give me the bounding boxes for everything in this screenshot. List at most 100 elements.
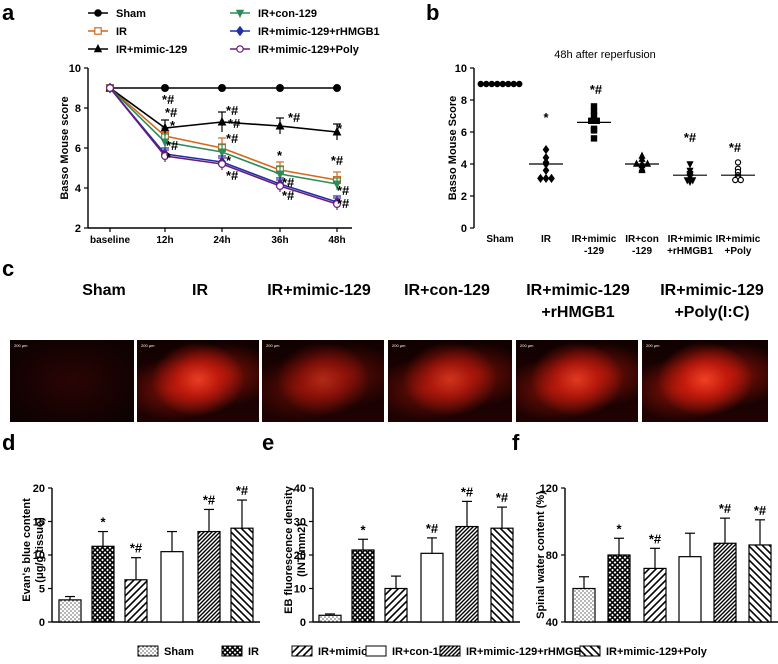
significance-mark: *# (226, 168, 239, 183)
c-header-rhmgb1: IR+mimic-129 +rHMGB1 (526, 282, 630, 321)
panel-label-b: b (426, 0, 439, 25)
legend-label: IR+con-129 (258, 8, 317, 20)
data-point (732, 176, 739, 184)
x-tick-label: 36h (271, 235, 288, 246)
significance-mark: *# (203, 492, 216, 507)
data-point (333, 200, 342, 209)
significance-mark: * (166, 150, 172, 165)
significance-mark: * (337, 121, 343, 136)
bar (351, 549, 375, 623)
y-tick-label: 0 (300, 617, 306, 629)
significance-mark: *# (496, 490, 509, 505)
data-point (590, 135, 598, 142)
legend-marker (235, 9, 245, 19)
y-tick-label: 80 (546, 550, 558, 562)
x-tick-label: IR+con -129 (625, 234, 659, 257)
bar-legend: Sham IR IR+mimic IR+con-129 IR+mimic-129+rHM… (137, 645, 708, 658)
bar (607, 554, 631, 623)
significance-mark: *# (162, 92, 175, 107)
data-point (160, 138, 170, 148)
scale-label: 200 µm (520, 343, 534, 348)
fluorescence-image-con: 200 µm (388, 340, 512, 422)
legend-marker (236, 25, 244, 37)
data-point (161, 152, 170, 161)
significance-mark: *# (590, 82, 603, 97)
significance-mark: *# (337, 183, 350, 198)
legend-label: Sham (116, 8, 146, 20)
bar (455, 525, 479, 623)
y-tick-label: 30 (294, 517, 306, 529)
y-tick-label: 8 (461, 95, 467, 107)
x-tick-label: baseline (90, 235, 130, 246)
legend-label: IR+con-129 (392, 646, 451, 658)
panel-label-a: a (2, 0, 15, 25)
c-header-mimic: IR+mimic-129 (267, 282, 371, 299)
bar (490, 527, 514, 623)
y-tick-label: 8 (75, 103, 81, 115)
significance-mark: *# (165, 105, 178, 120)
bar (643, 567, 667, 623)
legend-label: IR+mimic (318, 646, 367, 658)
legend-swatch (137, 645, 159, 657)
x-tick-label: 24h (213, 235, 230, 246)
chart-d: 0 5 10 15 20 Evan's blue content(μg/g tissue)… (21, 483, 260, 629)
legend-marker (94, 9, 102, 17)
fluorescence-image-rhmgb1: 200 µm (516, 340, 638, 422)
y-tick-label: 10 (69, 63, 81, 75)
significance-mark: *# (226, 103, 239, 118)
series-line-3 (109, 87, 338, 185)
x-tick-label: 48h (328, 235, 345, 246)
legend-label: IR (116, 26, 127, 38)
y-tick-label: 120 (540, 483, 558, 495)
bar (384, 587, 408, 623)
bar (160, 551, 184, 623)
data-point (737, 176, 744, 184)
scale-label: 200 µm (392, 343, 406, 348)
x-tick-label: IR+mimic -129 (572, 234, 617, 257)
data-point (275, 120, 285, 130)
legend-swatch (365, 645, 387, 657)
bar (58, 599, 82, 623)
significance-mark: *# (754, 503, 767, 518)
data-point (477, 80, 484, 88)
legend-label: Sham (164, 646, 194, 658)
legend-marker (236, 45, 244, 53)
chart-a: 2 4 6 8 10 baseline 12h 24h 36h 48h Basso Mouse sc… (59, 8, 380, 246)
significance-mark: *# (282, 188, 295, 203)
data-point (217, 116, 227, 126)
bar (420, 552, 444, 623)
data-point (686, 161, 694, 169)
significance-mark: *# (226, 131, 239, 146)
data-point (734, 159, 742, 166)
y-tick-label: 20 (33, 483, 45, 495)
y-tick-label: 6 (461, 127, 467, 139)
data-point (638, 165, 646, 174)
significance-mark: * (226, 153, 232, 168)
legend-label: IR+mimic-129 (116, 44, 187, 56)
significance-mark: * (360, 522, 366, 537)
y-tick-label: 0 (461, 223, 467, 235)
data-point (332, 126, 342, 136)
y-tick-label: 10 (294, 584, 306, 596)
y-tick-label: 2 (461, 191, 467, 203)
data-point (217, 148, 227, 158)
data-point (161, 83, 170, 92)
legend-label: IR+mimic-129+Poly (258, 44, 360, 56)
significance-mark: *# (337, 196, 350, 211)
chart-b: 0 2 4 6 8 10 Basso Mouse Score 48h after reperf… (447, 49, 761, 257)
c-header-sham: Sham (82, 282, 126, 299)
bar (572, 587, 596, 623)
legend-label: IR+mimic-129+rHMGB1 (258, 26, 380, 38)
data-point (276, 182, 285, 191)
fluorescence-image-poly: 200 µm (642, 340, 768, 422)
y-tick-label: 10 (455, 63, 467, 75)
data-point (332, 180, 342, 190)
significance-mark: * (616, 521, 622, 536)
data-point (160, 122, 170, 132)
fluorescence-image-ir: 200 µm (137, 340, 259, 422)
legend-swatch (221, 645, 243, 657)
significance-mark: *# (166, 138, 179, 153)
scale-label: 200 µm (266, 343, 280, 348)
legend-marker (93, 43, 103, 53)
